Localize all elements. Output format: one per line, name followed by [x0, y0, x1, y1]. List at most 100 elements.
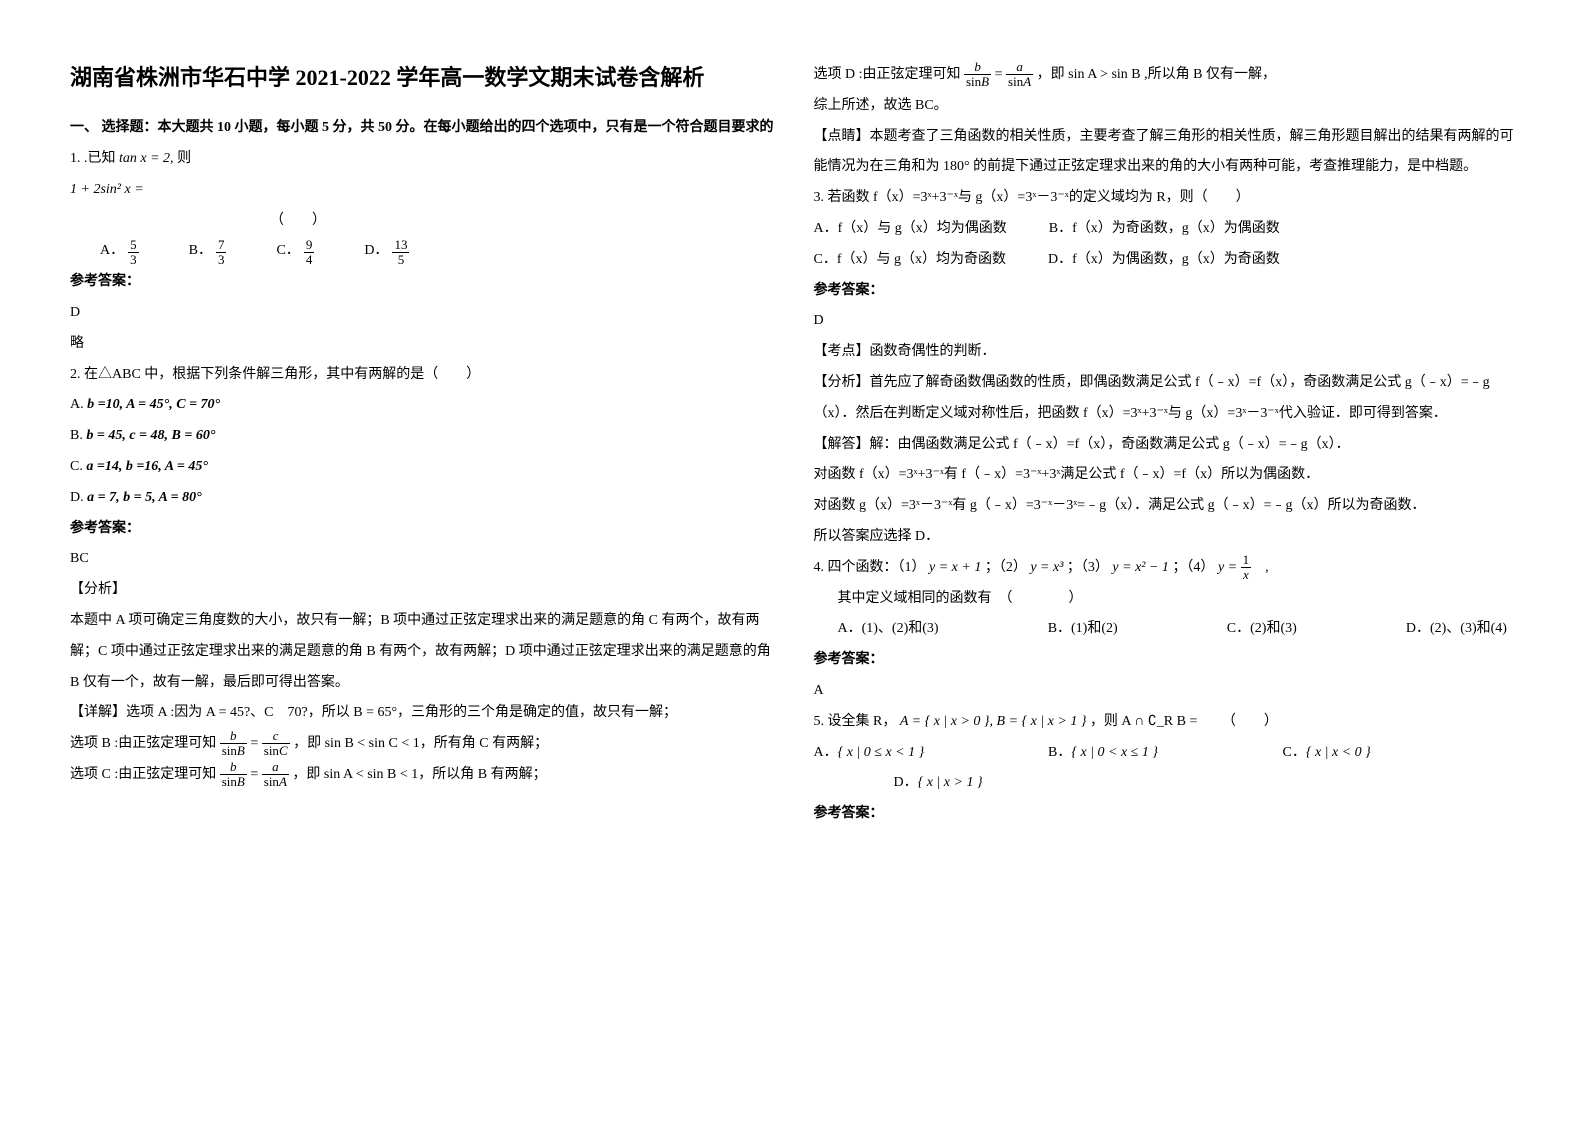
q3-answer: D — [814, 306, 1518, 337]
q3-sol4: 所以答案应选择 D． — [814, 522, 1518, 553]
q4-option-c: C．(2)和(3) — [1227, 614, 1297, 645]
detail-d-end: 所以角 B 仅有一解， — [1148, 67, 1276, 82]
an-label: 【分析】 — [814, 375, 870, 390]
q5-option-c: C．{ x | x < 0 } — [1283, 738, 1518, 769]
q3-option-c: C．f（x）与 g（x）均为奇函数 — [814, 252, 1007, 267]
q4-s4: ；（4） — [1172, 560, 1214, 575]
q2-c-expr: a =14, b =16, A = 45° — [86, 459, 208, 474]
q3-options-row2: C．f（x）与 g（x）均为奇函数 D．f（x）为偶函数，g（x）为奇函数 — [814, 245, 1518, 276]
q4-f1: y = x + 1 — [929, 560, 981, 575]
q4-line2: 其中定义域相同的函数有 （ ） — [814, 584, 1518, 615]
q5-option-d: D．{ x | x > 1 } — [894, 775, 983, 790]
q4-options: A．(1)、(2)和(3) B．(1)和(2) C．(2)和(3) D．(2)、… — [814, 614, 1518, 645]
sol-text: 解：由偶函数满足公式 f（﹣x）=f（x），奇函数满足公式 g（﹣x）=﹣g（x… — [870, 437, 1350, 452]
q2-d-expr: a = 7, b = 5, A = 80° — [87, 490, 202, 505]
q5-pre: 5. 设全集 R， — [814, 714, 897, 729]
q4-f3: y = x² − 1 — [1112, 560, 1169, 575]
q2-option-b: B. b = 45, c = 48, B = 60° — [70, 421, 774, 452]
detail-c-end: 所以角 B 有两解； — [432, 767, 546, 782]
q5-stem: 5. 设全集 R， A = { x | x > 0 }, B = { x | x… — [814, 707, 1518, 738]
exam-page: 湖南省株洲市华石中学 2021-2022 学年高一数学文期末试卷含解析 一、 选… — [0, 0, 1587, 1122]
q5-b-expr: { x | 0 < x ≤ 1 } — [1071, 745, 1158, 760]
option-label: D． — [364, 236, 388, 267]
q3-sol3: 对函数 g（x）=3ˣ－3⁻ˣ有 g（﹣x）=3⁻ˣ－3ˣ=﹣g（x）．满足公式… — [814, 491, 1518, 522]
answer-label: 参考答案： — [814, 799, 1518, 830]
detail-label: 【详解】 — [70, 705, 126, 720]
q2-stem: 2. 在△ABC 中，根据下列条件解三角形，其中有两解的是（ ） — [70, 360, 774, 391]
fraction: csinC — [262, 729, 290, 759]
q5-mid: ，则 A ∩ ∁_R B = — [1090, 714, 1197, 729]
detail-b-end: 所有角 C 有两解； — [434, 736, 548, 751]
q3-kp: 【考点】函数奇偶性的判断． — [814, 337, 1518, 368]
detail-c-pre: 选项 C :由正弦定理可知 — [70, 767, 220, 782]
q2-detail-d: 选项 D :由正弦定理可知 bsinB = asinA ，即 sin A > s… — [814, 60, 1518, 91]
q2-option-c: C. a =14, b =16, A = 45° — [70, 452, 774, 483]
fraction: bsinB — [964, 60, 991, 90]
q3-option-d: D．f（x）为偶函数，g（x）为奇函数 — [1048, 252, 1280, 267]
answer-label: 参考答案： — [814, 645, 1518, 676]
detail-c-mid: ，即 sin A < sin B < 1， — [292, 767, 432, 782]
q4-answer: A — [814, 676, 1518, 707]
q5-option-a: A．{ x | 0 ≤ x < 1 } — [814, 738, 1049, 769]
point-label: 【点睛】 — [814, 129, 870, 144]
q1-expr: 1 + 2sin² x = — [70, 175, 774, 206]
option-label: A． — [100, 236, 124, 267]
q3-option-b: B．f（x）为奇函数，g（x）为偶函数 — [1049, 221, 1280, 236]
kp-label: 【考点】 — [814, 344, 870, 359]
q2-summary: 综上所述，故选 BC。 — [814, 91, 1518, 122]
detail-d-mid: ，即 sin A > sin B , — [1037, 67, 1148, 82]
q1-stem-prefix: 1. .已知 — [70, 151, 119, 166]
right-column: 选项 D :由正弦定理可知 bsinB = asinA ，即 sin A > s… — [794, 60, 1538, 1082]
q1-option-a: A． 53 — [100, 236, 139, 267]
fraction: bsinB — [220, 729, 247, 759]
q4-f2: y = x³ — [1030, 560, 1063, 575]
q3-options-row1: A．f（x）与 g（x）均为偶函数 B．f（x）为奇函数，g（x）为偶函数 — [814, 214, 1518, 245]
fraction: 1x — [1241, 553, 1252, 583]
answer-label: 参考答案： — [814, 276, 1518, 307]
left-column: 湖南省株洲市华石中学 2021-2022 学年高一数学文期末试卷含解析 一、 选… — [50, 60, 794, 1082]
q4-pre: 4. 四个函数：（1） — [814, 560, 926, 575]
q2-detail-c: 选项 C :由正弦定理可知 bsinB = asinA ，即 sin A < s… — [70, 760, 774, 791]
q3-stem: 3. 若函数 f（x）=3ˣ+3⁻ˣ与 g（x）=3ˣ－3⁻ˣ的定义域均为 R，… — [814, 183, 1518, 214]
q5-options-row2: D．{ x | x > 1 } — [814, 768, 1518, 799]
q2-answer: BC — [70, 544, 774, 575]
fraction: asinA — [1006, 60, 1033, 90]
detail-b-pre: 选项 B :由正弦定理可知 — [70, 736, 220, 751]
q2-option-d: D. a = 7, b = 5, A = 80° — [70, 483, 774, 514]
q5-options-row1: A．{ x | 0 ≤ x < 1 } B．{ x | 0 < x ≤ 1 } … — [814, 738, 1518, 769]
sol-label: 【解答】 — [814, 437, 870, 452]
fraction: bsinB — [220, 760, 247, 790]
q5-paren: （ ） — [1229, 714, 1278, 729]
q2-analysis: 本题中 A 项可确定三角度数的大小，故只有一解；B 项中通过正弦定理求出来的满足… — [70, 606, 774, 698]
option-label: C． — [276, 236, 299, 267]
q1-option-c: C． 94 — [276, 236, 314, 267]
q2-detail-a: 【详解】选项 A :因为 A = 45?、C 70?，所以 B = 65°，三角… — [70, 698, 774, 729]
q4-s2: ；（2） — [985, 560, 1027, 575]
fraction: asinA — [262, 760, 289, 790]
answer-label: 参考答案： — [70, 514, 774, 545]
q2-a-expr: b =10, A = 45°, C = 70° — [87, 397, 220, 412]
q1-brief: 略 — [70, 329, 774, 360]
an-text: 首先应了解奇函数偶函数的性质，即偶函数满足公式 f（﹣x）=f（x），奇函数满足… — [814, 375, 1490, 421]
q5-sets: A = { x | x > 0 }, B = { x | x > 1 } — [900, 714, 1087, 729]
q3-sol2: 对函数 f（x）=3ˣ+3⁻ˣ有 f（﹣x）=3⁻ˣ+3ˣ满足公式 f（﹣x）=… — [814, 460, 1518, 491]
detail-b-mid: ，即 sin B < sin C < 1， — [293, 736, 434, 751]
q3-option-a: A．f（x）与 g（x）均为偶函数 — [814, 221, 1007, 236]
q5-d-expr: { x | x > 1 } — [918, 775, 983, 790]
q2-b-expr: b = 45, c = 48, B = 60° — [86, 428, 215, 443]
q1-answer: D — [70, 298, 774, 329]
kp-text: 函数奇偶性的判断． — [870, 344, 996, 359]
q1-option-b: B． 73 — [189, 236, 227, 267]
q5-option-b: B．{ x | 0 < x ≤ 1 } — [1048, 738, 1283, 769]
section-1-heading: 一、 选择题：本大题共 10 小题，每小题 5 分，共 50 分。在每小题给出的… — [70, 113, 774, 144]
analysis-label: 【分析】 — [70, 575, 774, 606]
q2-point: 【点睛】本题考查了三角函数的相关性质，主要考查了解三角形的相关性质，解三角形题目… — [814, 122, 1518, 184]
document-title: 湖南省株洲市华石中学 2021-2022 学年高一数学文期末试卷含解析 — [70, 60, 774, 95]
q4-s3: ；（3） — [1067, 560, 1109, 575]
q4-option-b: B．(1)和(2) — [1048, 614, 1118, 645]
q1-option-d: D． 135 — [364, 236, 409, 267]
q3-sol1: 【解答】解：由偶函数满足公式 f（﹣x）=f（x），奇函数满足公式 g（﹣x）=… — [814, 430, 1518, 461]
detail-d-pre: 选项 D :由正弦定理可知 — [814, 67, 965, 82]
q4-option-a: A．(1)、(2)和(3) — [838, 614, 939, 645]
point-text: 本题考查了三角函数的相关性质，主要考查了解三角形的相关性质，解三角形题目解出的结… — [814, 129, 1514, 175]
